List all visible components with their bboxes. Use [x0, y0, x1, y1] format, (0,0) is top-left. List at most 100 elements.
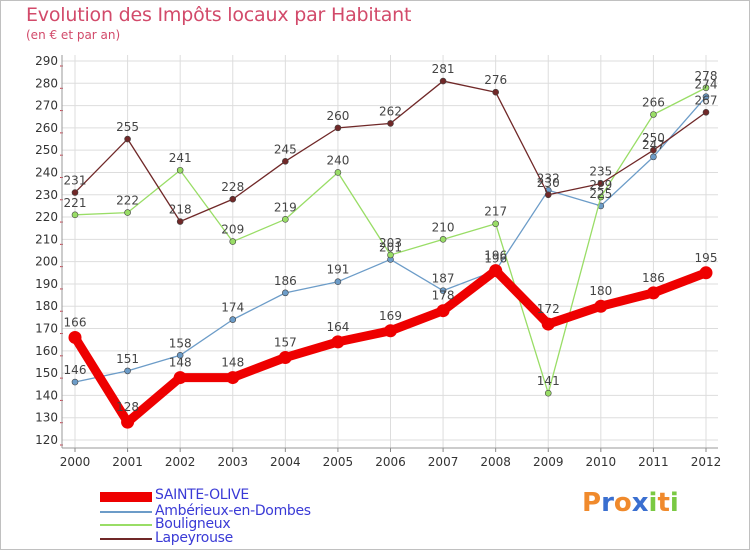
y-tick-label: 180 [35, 299, 58, 313]
x-tick-label: 2003 [217, 455, 248, 469]
legend-label: Bouligneux [155, 516, 231, 532]
data-point-sainte-olive [278, 351, 292, 365]
data-point-lapeyrouse [229, 195, 237, 203]
x-tick-label: 2004 [270, 455, 301, 469]
data-point-bouligneux [492, 220, 499, 228]
data-label-bouligneux: 278 [695, 69, 718, 83]
data-point-bouligneux [387, 251, 394, 259]
data-label-sainte-olive: 169 [379, 309, 402, 323]
data-label-amb-rieux-en-dombes: 187 [432, 272, 455, 286]
data-label-amb-rieux-en-dombes: 191 [326, 263, 349, 277]
data-point-lapeyrouse [650, 146, 657, 154]
data-label-lapeyrouse: 255 [116, 120, 139, 134]
data-point-lapeyrouse [176, 218, 184, 225]
data-point-amb-rieux-en-dombes [124, 367, 131, 375]
y-tick-label: 140 [35, 388, 58, 402]
data-point-lapeyrouse [597, 180, 605, 187]
data-point-amb-rieux-en-dombes [650, 153, 657, 161]
data-point-bouligneux [597, 193, 605, 201]
data-label-sainte-olive: 180 [589, 284, 612, 298]
logo-letter: x [631, 488, 649, 518]
data-point-bouligneux [439, 236, 447, 243]
data-label-lapeyrouse: 267 [695, 93, 718, 107]
data-label-lapeyrouse: 260 [326, 109, 349, 123]
y-tick-label: 280 [35, 76, 58, 90]
data-label-bouligneux: 210 [432, 220, 455, 234]
data-point-amb-rieux-en-dombes [439, 287, 447, 294]
data-label-bouligneux: 203 [379, 236, 402, 250]
y-tick-label: 200 [35, 255, 58, 269]
data-point-amb-rieux-en-dombes [282, 289, 289, 297]
y-tick-label: 150 [35, 366, 58, 380]
data-label-amb-rieux-en-dombes: 196 [484, 252, 507, 266]
data-label-amb-rieux-en-dombes: 174 [221, 301, 244, 315]
data-point-lapeyrouse [282, 158, 289, 165]
x-tick-label: 2000 [60, 455, 91, 469]
data-point-lapeyrouse [71, 189, 79, 196]
x-tick-label: 2002 [165, 455, 196, 469]
logo-letter: i [648, 488, 658, 518]
data-point-amb-rieux-en-dombes [334, 278, 342, 286]
logo-letter: o [613, 488, 632, 518]
data-label-lapeyrouse: 276 [484, 73, 507, 87]
legend-label: Lapeyrouse [155, 530, 233, 546]
data-label-sainte-olive: 164 [326, 320, 349, 334]
x-tick-label: 2007 [428, 455, 459, 469]
axis-layer: 120 130 140 150 160 170 180 190 200 210 220 230 240 2… [35, 54, 721, 469]
legend-swatch [100, 524, 152, 526]
data-label-bouligneux: 229 [589, 178, 612, 192]
data-label-layer: 166 128 148 148 157 164 169 178 196 172 180 186 195 1… [64, 62, 718, 414]
data-point-sainte-olive [646, 286, 660, 300]
data-point-sainte-olive [384, 324, 397, 338]
y-tick-label: 250 [35, 143, 58, 157]
data-label-lapeyrouse: 218 [169, 203, 192, 217]
y-tick-label: 230 [35, 188, 58, 202]
data-label-bouligneux: 266 [642, 96, 665, 110]
data-label-bouligneux: 217 [484, 205, 507, 219]
y-tick-label: 290 [35, 54, 58, 68]
data-point-lapeyrouse [124, 135, 131, 143]
series-layer [68, 77, 713, 429]
data-point-bouligneux [544, 389, 552, 397]
x-tick-label: 2005 [323, 455, 354, 469]
data-point-sainte-olive [121, 415, 135, 429]
legend-swatch [100, 511, 152, 513]
data-point-sainte-olive [489, 264, 503, 278]
data-label-sainte-olive: 178 [432, 289, 455, 303]
x-tick-label: 2012 [691, 455, 722, 469]
data-label-lapeyrouse: 228 [221, 180, 244, 194]
x-tick-label: 2001 [112, 455, 143, 469]
legend-swatch [100, 492, 152, 502]
data-label-sainte-olive: 148 [221, 356, 244, 370]
data-label-sainte-olive: 172 [537, 302, 560, 316]
data-label-lapeyrouse: 281 [432, 62, 455, 76]
data-point-bouligneux [229, 238, 237, 245]
logo-letter: i [669, 488, 679, 518]
data-point-lapeyrouse [492, 88, 499, 96]
data-label-lapeyrouse: 230 [537, 176, 560, 190]
grid-layer [62, 55, 718, 448]
data-label-lapeyrouse: 231 [64, 174, 87, 188]
data-point-bouligneux [650, 111, 657, 118]
y-tick-label: 220 [35, 210, 58, 224]
data-point-lapeyrouse [387, 120, 394, 127]
data-label-amb-rieux-en-dombes: 274 [695, 78, 718, 92]
data-point-lapeyrouse [334, 124, 342, 132]
data-point-lapeyrouse [439, 77, 447, 85]
data-label-sainte-olive: 196 [484, 249, 507, 263]
y-tick-label: 210 [35, 232, 58, 246]
data-label-amb-rieux-en-dombes: 201 [379, 240, 402, 254]
y-tick-label: 120 [35, 433, 58, 447]
data-point-bouligneux [124, 209, 131, 216]
y-tick-label: 270 [35, 99, 58, 113]
y-tick-label: 260 [35, 121, 58, 135]
data-point-sainte-olive [226, 371, 240, 385]
x-tick-label: 2006 [375, 455, 406, 469]
y-tick-label: 170 [35, 322, 58, 336]
legend-swatch [100, 538, 152, 540]
data-label-sainte-olive: 166 [64, 315, 87, 329]
data-label-sainte-olive: 157 [274, 336, 297, 350]
data-point-amb-rieux-en-dombes [229, 316, 237, 323]
data-point-sainte-olive [436, 304, 450, 318]
